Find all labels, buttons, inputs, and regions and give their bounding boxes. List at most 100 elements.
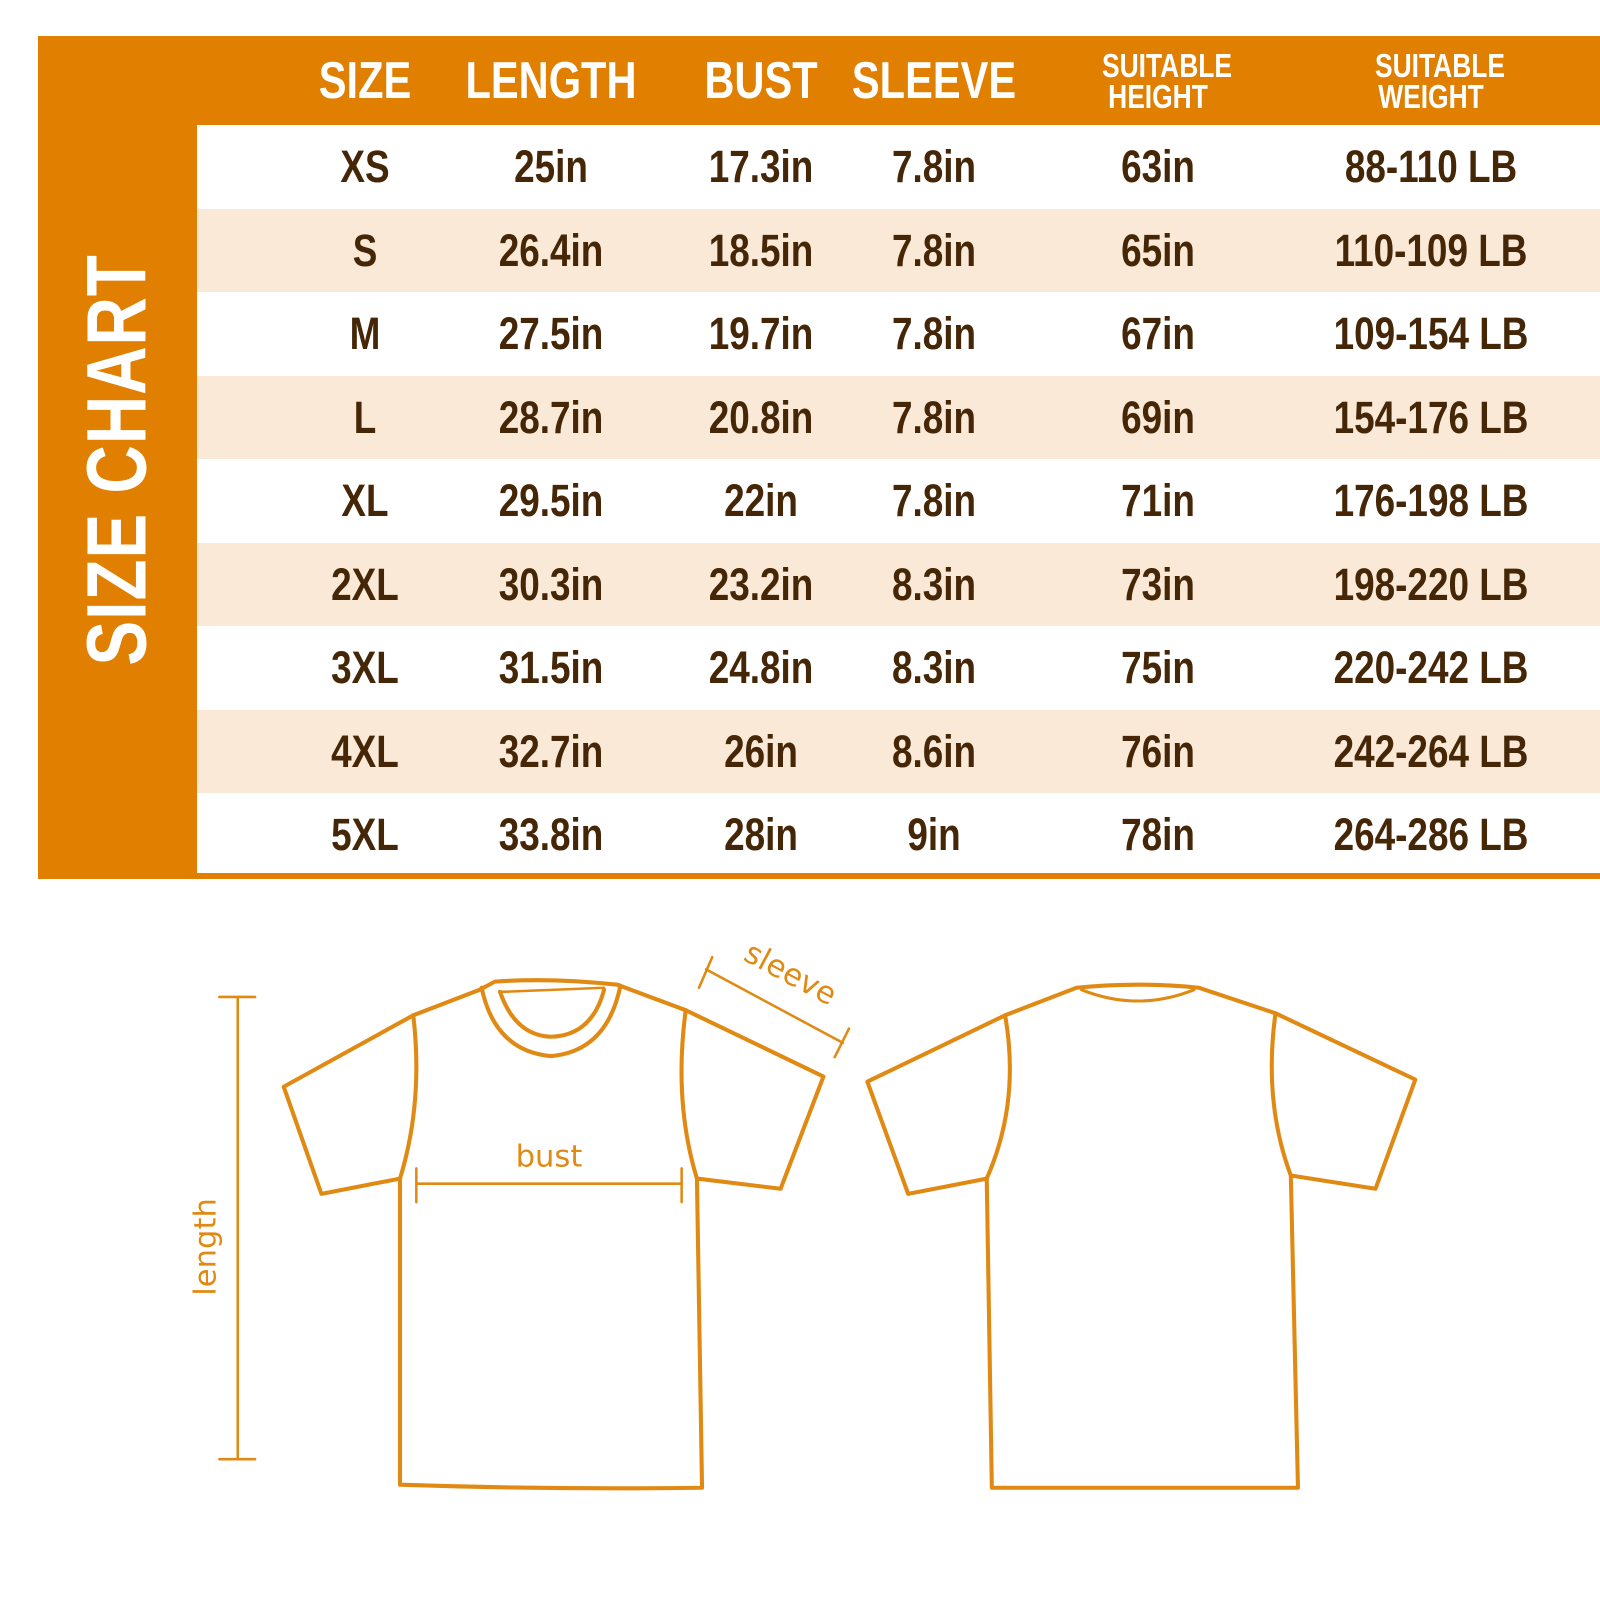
- cell-suitable-height: 71in: [1113, 459, 1203, 543]
- cell-bust: 23.2in: [697, 543, 825, 627]
- header-bust: BUST: [690, 36, 832, 125]
- cell-value: 110-109 LB: [1334, 224, 1528, 276]
- cell-size: M: [346, 292, 384, 376]
- cell-length: 30.3in: [487, 543, 615, 627]
- table-row: M 27.5in 19.7in 7.8in 67in 109-154 LB: [197, 292, 1600, 376]
- cell-value: 28.7in: [498, 391, 604, 443]
- cell-value: 76in: [1121, 725, 1195, 777]
- table-row: L 28.7in 20.8in 7.8in 69in 154-176 LB: [197, 375, 1600, 460]
- table-bottom-border: [38, 873, 1600, 879]
- cell-value: 7.8in: [891, 391, 977, 443]
- cell-suitable-height: 69in: [1113, 376, 1203, 460]
- header-label: SUITABLE WEIGHT: [1375, 46, 1506, 115]
- cell-length: 33.8in: [487, 793, 615, 877]
- cell-length: 26.4in: [487, 209, 615, 293]
- cell-size: 3XL: [324, 626, 407, 710]
- cell-size: L: [351, 376, 379, 460]
- cell-bust: 26in: [716, 710, 806, 794]
- cell-value: 17.3in: [708, 141, 814, 192]
- header-suitable-height: SUITABLE HEIGHT: [1088, 36, 1233, 125]
- cell-value: 29.5in: [498, 475, 604, 526]
- cell-value: 26in: [724, 725, 798, 777]
- cell-suitable-weight: 242-264 LB: [1312, 710, 1550, 794]
- cell-size: 5XL: [324, 793, 407, 877]
- header-label: SIZE: [318, 51, 412, 110]
- table-row: 5XL 33.8in 28in 9in 78in 264-286 LB: [197, 793, 1600, 877]
- cell-value: 69in: [1121, 391, 1195, 443]
- table-row: 2XL 30.3in 23.2in 8.3in 73in 198-220 LB: [197, 542, 1600, 627]
- cell-value: 67in: [1121, 308, 1195, 359]
- cell-value: 4XL: [331, 725, 399, 777]
- cell-size: XL: [336, 459, 394, 543]
- cell-sleeve: 8.6in: [883, 710, 986, 794]
- cell-value: 18.5in: [708, 224, 814, 276]
- cell-value: 26.4in: [498, 224, 604, 276]
- cell-value: 32.7in: [498, 725, 604, 777]
- cell-suitable-weight: 154-176 LB: [1312, 376, 1550, 460]
- cell-value: 20.8in: [708, 391, 814, 443]
- measurement-lines: [218, 955, 851, 1461]
- cell-value: 7.8in: [891, 475, 977, 526]
- cell-value: M: [349, 308, 381, 359]
- cell-bust: 22in: [716, 459, 806, 543]
- cell-suitable-height: 63in: [1113, 125, 1203, 209]
- header-sleeve: SLEEVE: [831, 36, 1036, 125]
- header-label: SLEEVE: [851, 51, 1017, 110]
- cell-value: 75in: [1121, 642, 1195, 693]
- cell-sleeve: 7.8in: [883, 292, 986, 376]
- cell-bust: 17.3in: [697, 125, 825, 209]
- cell-bust: 18.5in: [697, 209, 825, 293]
- cell-suitable-height: 67in: [1113, 292, 1203, 376]
- cell-value: 7.8in: [891, 224, 977, 276]
- table-row: 3XL 31.5in 24.8in 8.3in 75in 220-242 LB: [197, 626, 1600, 710]
- cell-value: 7.8in: [891, 141, 977, 192]
- back-tshirt: [865, 982, 1418, 1490]
- cell-length: 32.7in: [487, 710, 615, 794]
- cell-sleeve: 7.8in: [883, 125, 986, 209]
- cell-suitable-height: 65in: [1113, 209, 1203, 293]
- cell-value: 30.3in: [498, 558, 604, 610]
- cell-value: 2XL: [331, 558, 399, 610]
- cell-value: 65in: [1121, 224, 1195, 276]
- cell-sleeve: 9in: [901, 793, 966, 877]
- header-label: BUST: [704, 51, 818, 110]
- cell-value: 242-264 LB: [1333, 725, 1529, 777]
- bust-label: bust: [516, 1139, 583, 1174]
- size-table-body: XS 25in 17.3in 7.8in 63in 88-110 LB S 26.4in 18.…: [197, 125, 1600, 877]
- cell-size: S: [350, 209, 380, 293]
- cell-sleeve: 7.8in: [883, 459, 986, 543]
- cell-value: XS: [340, 141, 390, 192]
- cell-sleeve: 7.8in: [883, 209, 986, 293]
- cell-value: 109-154 LB: [1333, 308, 1529, 359]
- cell-suitable-weight: 264-286 LB: [1312, 793, 1550, 877]
- cell-suitable-weight: 109-154 LB: [1312, 292, 1550, 376]
- length-label: length: [188, 1198, 223, 1296]
- cell-length: 28.7in: [487, 376, 615, 460]
- cell-length: 29.5in: [487, 459, 615, 543]
- header-label: LENGTH: [465, 51, 637, 110]
- cell-suitable-weight: 110-109 LB: [1313, 209, 1548, 293]
- sleeve-measure-line: [697, 955, 851, 1059]
- cell-value: 8.3in: [891, 558, 977, 610]
- length-measure-line: [218, 995, 257, 1461]
- header-label: SUITABLE HEIGHT: [1102, 46, 1233, 115]
- cell-value: 23.2in: [708, 558, 814, 610]
- cell-value: 3XL: [331, 642, 399, 693]
- cell-value: 25in: [514, 141, 588, 192]
- cell-value: XL: [341, 475, 389, 526]
- cell-sleeve: 8.3in: [883, 543, 986, 627]
- cell-value: 7.8in: [891, 308, 977, 359]
- cell-value: 78in: [1121, 809, 1195, 860]
- cell-bust: 20.8in: [697, 376, 825, 460]
- cell-suitable-height: 78in: [1113, 793, 1203, 877]
- cell-suitable-height: 73in: [1113, 543, 1203, 627]
- side-column: [38, 36, 197, 879]
- cell-value: 176-198 LB: [1333, 475, 1529, 526]
- sleeve-label: sleeve: [738, 936, 842, 1013]
- front-tshirt: [281, 978, 826, 1491]
- cell-size: 2XL: [324, 543, 407, 627]
- cell-suitable-weight: 220-242 LB: [1312, 626, 1550, 710]
- cell-value: 71in: [1121, 475, 1195, 526]
- cell-length: 31.5in: [487, 626, 615, 710]
